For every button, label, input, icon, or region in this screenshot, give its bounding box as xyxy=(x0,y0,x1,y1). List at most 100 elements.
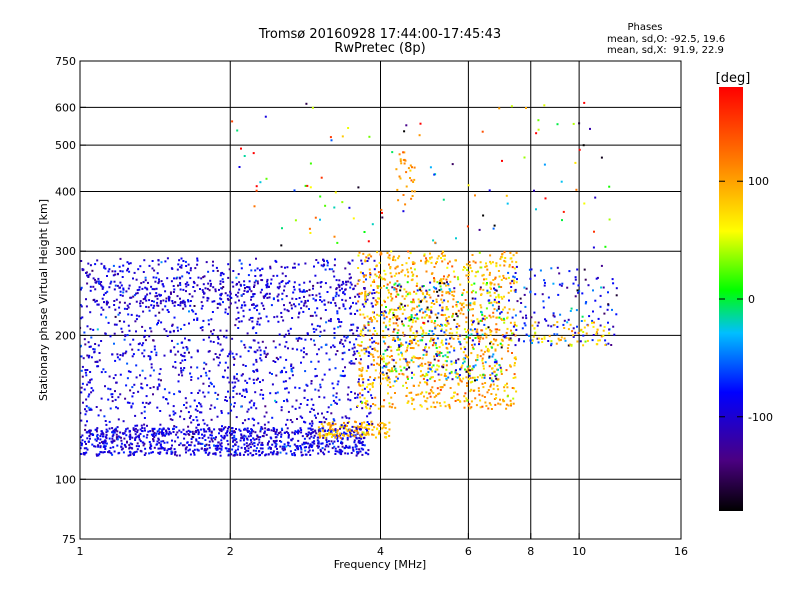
data-point xyxy=(405,185,408,188)
colorbar-tick-label: 0 xyxy=(748,293,755,306)
data-point xyxy=(483,350,486,353)
data-point xyxy=(362,334,365,337)
data-point xyxy=(350,312,353,315)
data-point xyxy=(327,301,330,304)
data-point xyxy=(513,364,516,367)
data-point xyxy=(178,429,181,432)
data-point xyxy=(291,317,294,319)
data-point xyxy=(472,366,475,369)
data-point xyxy=(542,306,545,309)
data-point xyxy=(467,277,470,280)
data-point xyxy=(303,437,306,440)
data-point xyxy=(430,261,433,264)
data-point xyxy=(352,323,355,326)
data-point xyxy=(128,302,131,305)
x-tick-label: 16 xyxy=(674,545,688,558)
data-point xyxy=(100,340,103,342)
data-point xyxy=(483,396,486,398)
data-point xyxy=(233,434,236,437)
data-point xyxy=(482,386,485,389)
data-point xyxy=(176,436,179,439)
data-point xyxy=(285,371,288,374)
data-point xyxy=(491,304,494,307)
data-point xyxy=(317,452,320,455)
data-point xyxy=(283,308,286,311)
data-point xyxy=(267,453,270,456)
data-point xyxy=(102,442,104,445)
data-point xyxy=(469,407,472,410)
data-point xyxy=(471,329,474,332)
data-point xyxy=(261,441,264,444)
data-point xyxy=(430,311,433,314)
data-point xyxy=(537,119,540,122)
data-point xyxy=(287,435,290,438)
data-point xyxy=(224,308,227,311)
data-point xyxy=(260,279,263,281)
data-point xyxy=(434,241,437,244)
data-point xyxy=(332,394,335,397)
data-point xyxy=(584,302,587,305)
data-point xyxy=(336,450,339,453)
data-point xyxy=(122,352,125,355)
data-point xyxy=(306,403,309,406)
data-point xyxy=(114,428,116,431)
data-point xyxy=(187,300,190,303)
data-point xyxy=(235,392,238,395)
data-point xyxy=(207,350,210,353)
data-point xyxy=(270,278,273,281)
data-point xyxy=(474,328,476,331)
data-point xyxy=(399,358,402,361)
data-point xyxy=(174,440,177,443)
data-point xyxy=(385,432,388,435)
data-point xyxy=(87,341,90,344)
data-point xyxy=(367,322,370,325)
data-point xyxy=(158,452,161,455)
data-point xyxy=(198,437,201,439)
data-point xyxy=(212,341,215,343)
data-point xyxy=(430,319,433,322)
y-tick-label: 400 xyxy=(55,185,76,198)
data-point xyxy=(119,294,122,297)
data-point xyxy=(144,447,147,450)
data-point xyxy=(504,257,507,259)
data-point xyxy=(132,427,135,430)
data-point xyxy=(453,318,456,321)
data-point xyxy=(228,431,231,434)
data-point xyxy=(165,330,168,333)
data-point xyxy=(477,270,479,273)
data-point xyxy=(430,338,433,341)
data-point xyxy=(389,346,392,349)
data-point xyxy=(214,444,217,447)
data-point xyxy=(495,362,498,365)
data-point xyxy=(425,289,428,292)
data-point xyxy=(376,332,378,335)
data-point xyxy=(363,444,366,447)
data-point xyxy=(85,443,87,445)
data-point xyxy=(266,296,269,299)
data-point xyxy=(324,434,327,437)
data-point xyxy=(218,447,221,450)
data-point xyxy=(242,439,245,442)
data-point xyxy=(283,289,285,292)
data-point xyxy=(293,443,296,446)
data-point xyxy=(500,370,503,373)
data-point xyxy=(238,392,241,395)
data-point xyxy=(434,344,437,347)
data-point xyxy=(471,270,474,273)
data-point xyxy=(398,272,401,275)
data-point xyxy=(128,446,131,449)
data-point xyxy=(222,301,224,304)
data-point xyxy=(141,352,144,355)
data-point xyxy=(188,272,190,275)
data-point xyxy=(458,374,461,376)
data-point xyxy=(119,270,122,273)
data-point xyxy=(337,318,340,320)
data-point xyxy=(355,428,358,431)
data-point xyxy=(207,319,210,322)
data-point xyxy=(336,402,338,405)
data-point xyxy=(425,391,428,394)
data-point xyxy=(317,360,320,363)
data-point xyxy=(234,381,237,384)
data-point xyxy=(281,447,284,450)
data-point xyxy=(567,344,570,347)
